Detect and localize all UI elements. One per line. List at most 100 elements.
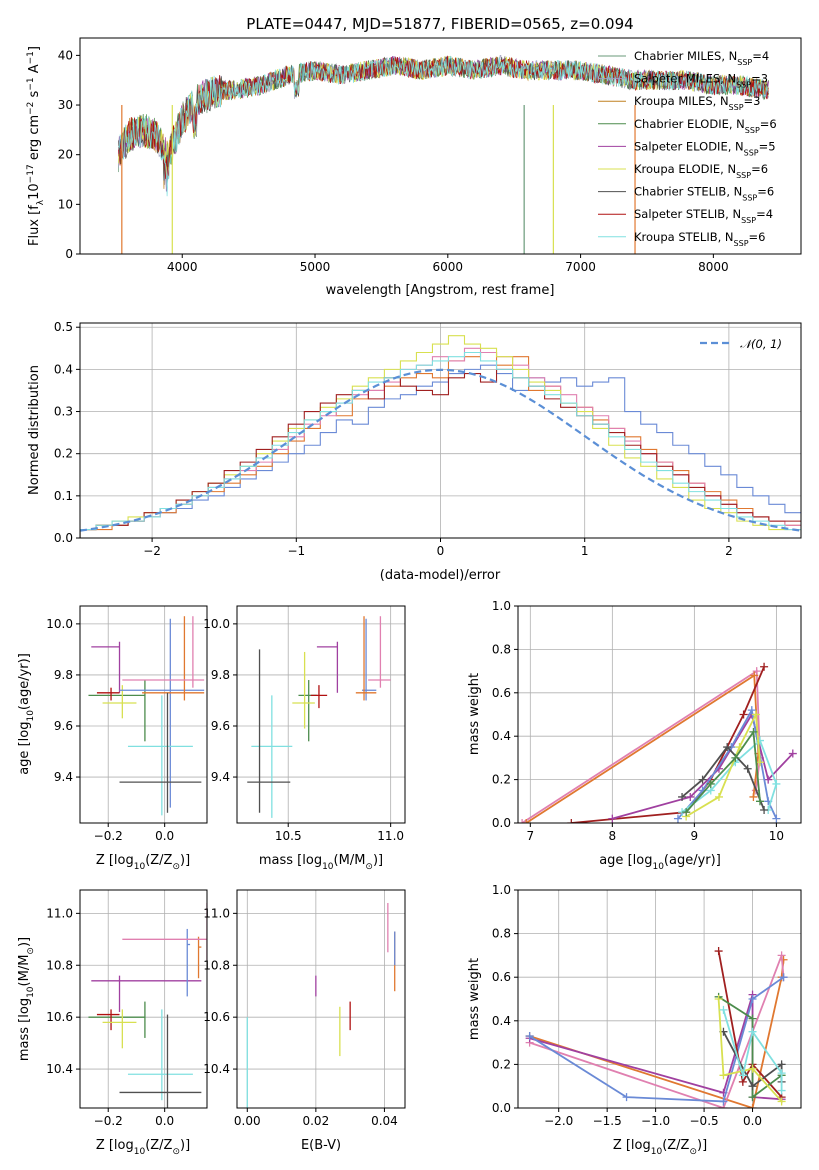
y-tick-label: 11.0 (46, 906, 73, 920)
y-tick-label: 9.8 (54, 668, 73, 682)
legend-label-end: =4 (752, 49, 769, 63)
x-tick-label: 0.0 (155, 829, 174, 843)
legend-label-main: Chabrier MILES, N (634, 49, 737, 63)
legend-label-main: Chabrier ELODIE, N (634, 117, 745, 131)
x-tick-label: −0.2 (94, 829, 123, 843)
age-vs-metallicity-panel: −0.2 0.09.49.69.810.0Z [log10(Z/Z⊙)]age [… (17, 605, 208, 872)
y-tick-label: 0.2 (492, 773, 511, 787)
x-tick-label: −1.0 (641, 1114, 670, 1128)
x-tick-label: 6000 (433, 260, 464, 274)
x-tick-label: 5000 (300, 260, 331, 274)
x-tick-label: 0 (437, 544, 445, 558)
y-axis-label-part: 10 (26, 710, 36, 722)
legend-label: Chabrier ELODIE, NSSP=6 (634, 117, 777, 135)
data-point (731, 753, 740, 762)
data-point (714, 947, 723, 956)
y-axis-label: age [log10(age/yr)] (17, 653, 36, 775)
y-tick-label: 9.8 (211, 668, 230, 682)
y-tick-label: 9.4 (211, 770, 230, 784)
x-tick-label: 2 (725, 544, 733, 558)
data-point (748, 1014, 757, 1023)
data-point (714, 792, 723, 801)
y-tick-label: 10.8 (46, 958, 73, 972)
data-point (518, 819, 527, 823)
y-axis-label-part: mass [log (17, 998, 32, 1061)
y-tick-label: 10.6 (46, 1010, 73, 1024)
plot-area (118, 55, 769, 254)
data-point (751, 710, 760, 719)
x-axis-label: Z [log10(Z/Z⊙)] (96, 1138, 190, 1157)
y-tick-label: 0 (65, 247, 73, 261)
x-axis-label: Z [log10(Z/Z⊙)] (613, 1138, 707, 1157)
axes-frame (236, 889, 406, 1109)
x-tick-label: 8 (609, 829, 617, 843)
series-line (529, 976, 785, 1103)
x-axis-label-part: )] (373, 853, 383, 868)
plot-area (88, 902, 207, 1108)
y-tick-label: 0.6 (492, 686, 511, 700)
axes-frame (79, 889, 208, 1109)
chart-title: PLATE=0447, MJD=51877, FIBERID=0565, z=0… (246, 15, 633, 33)
x-axis-label: (data-model)/error (380, 568, 501, 583)
data-point (748, 1064, 757, 1073)
data-point (755, 797, 764, 806)
series-line (717, 998, 783, 1103)
plot-area (525, 947, 788, 1108)
data-point (777, 1069, 786, 1078)
y-tick-label: 10.4 (203, 1062, 230, 1076)
y-axis-label: Normed distribution (27, 365, 42, 495)
series-line (525, 673, 760, 823)
legend-label-end: =3 (744, 94, 761, 108)
x-tick-label: 0.04 (371, 1114, 398, 1128)
y-tick-label: 9.6 (54, 719, 73, 733)
x-tick-label: 0.00 (234, 1114, 261, 1128)
legend-label-main: Chabrier STELIB, N (634, 185, 742, 199)
data-point (719, 1097, 728, 1106)
x-axis-label-part: Z [log (96, 1138, 134, 1153)
x-axis-label-part: 10 (322, 862, 334, 872)
plot-area (88, 616, 205, 816)
x-axis-label-part: )] (180, 853, 190, 868)
plot-area (247, 616, 391, 818)
data-point (608, 814, 617, 823)
y-axis-label-part: −1 (26, 77, 36, 90)
legend-label-main: Salpeter ELODIE, N (634, 139, 744, 153)
data-point (752, 667, 761, 676)
legend-label: Salpeter STELIB, NSSP=4 (634, 207, 773, 225)
y-tick-label: 10.8 (203, 958, 230, 972)
x-tick-label: 0.0 (155, 1114, 174, 1128)
data-point (748, 1027, 757, 1036)
x-axis-label-part: (M/M (334, 853, 366, 868)
y-tick-label: 9.4 (54, 770, 73, 784)
legend-label-main: Kroupa STELIB, N (634, 230, 734, 244)
x-tick-label: −1 (287, 544, 305, 558)
data-point (764, 775, 773, 784)
data-point (525, 1032, 534, 1041)
legend-label-end: =4 (756, 207, 773, 221)
x-axis-label-part: Z [log (96, 853, 134, 868)
y-tick-label: 0.1 (54, 489, 73, 503)
legend-label-sub: SSP (745, 125, 760, 134)
x-axis-label-part: (age/yr)] (664, 853, 721, 868)
y-tick-label: 0.8 (492, 927, 511, 941)
x-tick-label: 7000 (565, 260, 596, 274)
plot-area (246, 902, 396, 1108)
y-tick-label: 10.0 (46, 617, 73, 631)
x-tick-label: 7 (526, 829, 534, 843)
data-point (772, 814, 781, 823)
y-tick-label: 11.0 (203, 906, 230, 920)
legend-label-main: Kroupa ELODIE, N (634, 162, 736, 176)
y-axis-label-part: erg cm (27, 115, 42, 164)
y-tick-label: 40 (58, 48, 73, 62)
x-axis-label-part: 10 (134, 1147, 146, 1157)
x-axis-label-part: ⊙ (172, 1147, 180, 1157)
y-axis-label: mass [log10(M/M⊙)] (17, 937, 36, 1061)
y-axis-label-part: (age/yr)] (17, 653, 32, 710)
data-point (772, 779, 781, 788)
x-axis-label: age [log10(age/yr)] (599, 853, 721, 872)
x-axis-label-part: )] (180, 1138, 190, 1153)
x-axis-label-part: mass [log (259, 853, 322, 868)
x-axis-label-part: E(B-V) (301, 1138, 341, 1153)
residual-histogram-panel: −2 −1 0 1 2 0.0 0.1 0.2 0.3 0.4 0.5 (data-model)/er… (27, 320, 802, 583)
